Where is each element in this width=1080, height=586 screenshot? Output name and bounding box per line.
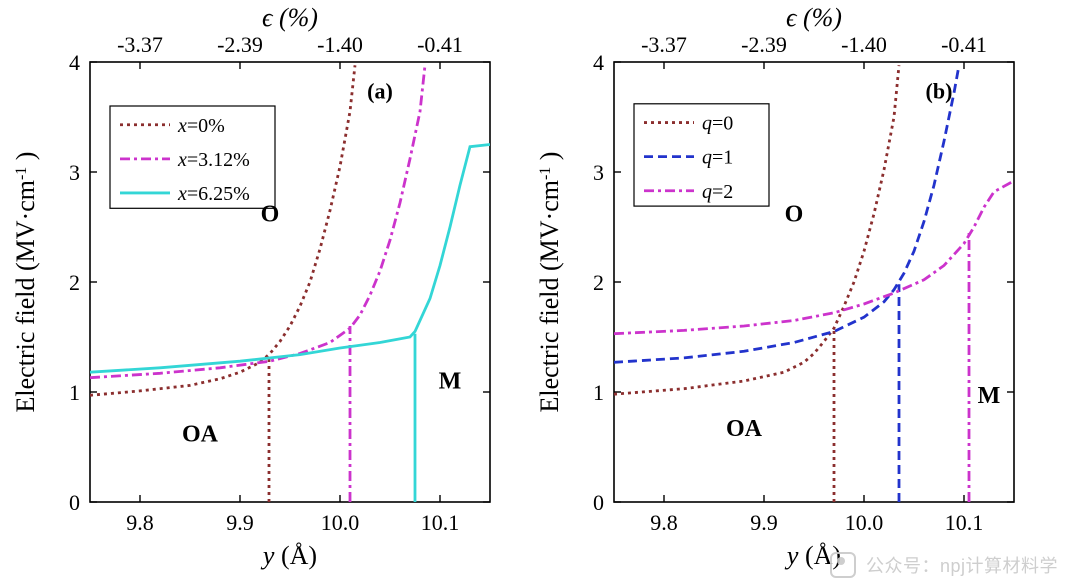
svg-text:0: 0 [593,490,604,515]
svg-text:9.8: 9.8 [650,510,678,535]
series-x312_upper [90,65,425,377]
series-q0_upper [614,65,899,394]
svg-text:1: 1 [593,380,604,405]
legend-label: x=3.12% [177,149,250,171]
series-x625_upper [90,145,490,373]
panel-b: 9.8 9.9 10.0 10.1 0 1 2 3 4 -3.37 -2.39 -1.40 -0.41 ϵ… [526,0,1032,580]
legend-label: q=1 [702,147,733,169]
svg-text:-2.39: -2.39 [741,32,787,57]
chat-icon [830,552,856,578]
top-axis-label: ϵ (%) [262,3,318,32]
panel-a: 9.8 9.9 10.0 10.1 0 1 2 3 4 -3.37 -2.39 -1.40 -0.41 ϵ… [2,0,508,580]
x-axis-label: y (Å) [260,541,317,570]
svg-text:0: 0 [69,490,80,515]
region-label: M [978,383,1001,409]
region-label: O [785,202,804,228]
y-axis-label: Electric field (MV·cm-1 ) [11,152,40,413]
axes-box [90,62,490,502]
svg-text:4: 4 [69,50,80,75]
svg-text:9.9: 9.9 [226,510,254,535]
svg-text:10.1: 10.1 [421,510,460,535]
svg-text:2: 2 [593,270,604,295]
svg-text:9.8: 9.8 [126,510,154,535]
svg-text:3: 3 [69,160,80,185]
watermark-text: 公众号：npj计算材料学 [866,552,1058,578]
series-q2_upper [614,181,1014,334]
panel-label: (a) [367,78,393,103]
svg-text:-1.40: -1.40 [317,32,363,57]
svg-text:-3.37: -3.37 [641,32,687,57]
svg-text:10.1: 10.1 [945,510,984,535]
legend-label: x=0% [177,115,225,137]
region-label: OA [726,416,763,442]
svg-text:-0.41: -0.41 [417,32,463,57]
axes-box [614,62,1014,502]
svg-text:3: 3 [593,160,604,185]
region-label: M [439,369,462,395]
svg-text:-3.37: -3.37 [117,32,163,57]
svg-text:-2.39: -2.39 [217,32,263,57]
svg-text:1: 1 [69,380,80,405]
y-axis-label: Electric field (MV·cm-1 ) [535,152,564,413]
region-label: OA [182,422,219,448]
region-label: O [261,202,280,228]
svg-text:4: 4 [593,50,604,75]
svg-text:10.0: 10.0 [845,510,884,535]
legend-label: x=6.25% [177,183,250,205]
svg-text:10.0: 10.0 [321,510,360,535]
legend-label: q=0 [702,113,733,135]
svg-text:-1.40: -1.40 [841,32,887,57]
panel-label: (b) [926,78,953,103]
watermark: 公众号：npj计算材料学 [830,552,1058,578]
top-axis-label: ϵ (%) [786,3,842,32]
svg-text:2: 2 [69,270,80,295]
legend-label: q=2 [702,181,733,203]
svg-text:9.9: 9.9 [750,510,778,535]
svg-text:-0.41: -0.41 [941,32,987,57]
